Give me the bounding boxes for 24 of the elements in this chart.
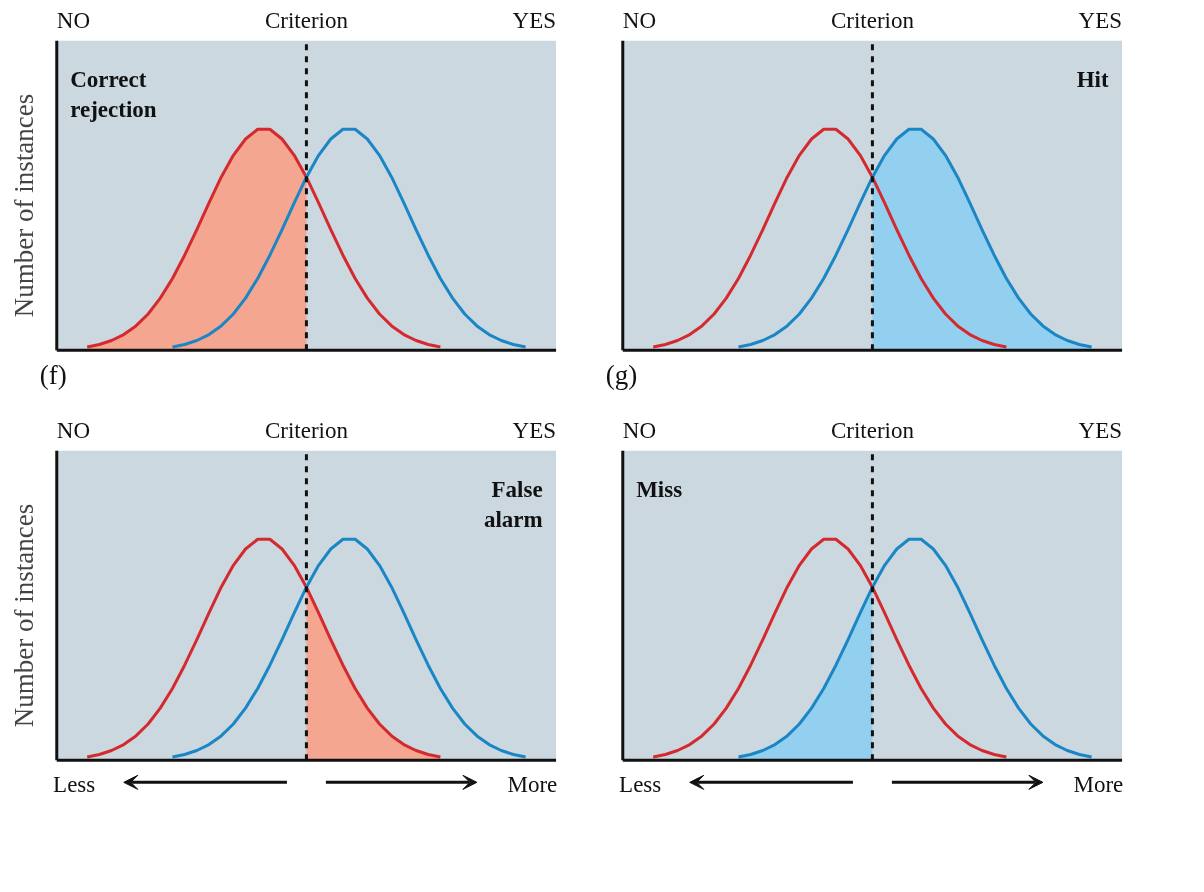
text: YES: [512, 7, 557, 33]
text: More: [507, 772, 558, 798]
text: YES: [512, 417, 557, 443]
y-axis-title: Number of instances: [8, 503, 39, 728]
text: Criterion: [830, 417, 915, 443]
text: Hit: [1076, 67, 1110, 93]
text: NO: [622, 7, 656, 33]
text: (f): [39, 360, 67, 391]
text: Less: [53, 772, 96, 798]
text: Criterion: [264, 417, 349, 443]
text: Less: [619, 772, 662, 798]
text: Criterion: [264, 7, 349, 33]
text: YES: [1078, 417, 1123, 443]
text: More: [1073, 772, 1124, 798]
text: NO: [622, 417, 656, 443]
text: YES: [1078, 7, 1123, 33]
text: NO: [56, 417, 90, 443]
text: Criterion: [830, 7, 915, 33]
text: False alarm: [483, 477, 543, 533]
y-axis-title: Number of instances: [8, 93, 39, 318]
text: NO: [56, 7, 90, 33]
text: Correct rejection: [70, 67, 157, 123]
text: Miss: [636, 477, 683, 503]
text: (g): [605, 360, 638, 391]
